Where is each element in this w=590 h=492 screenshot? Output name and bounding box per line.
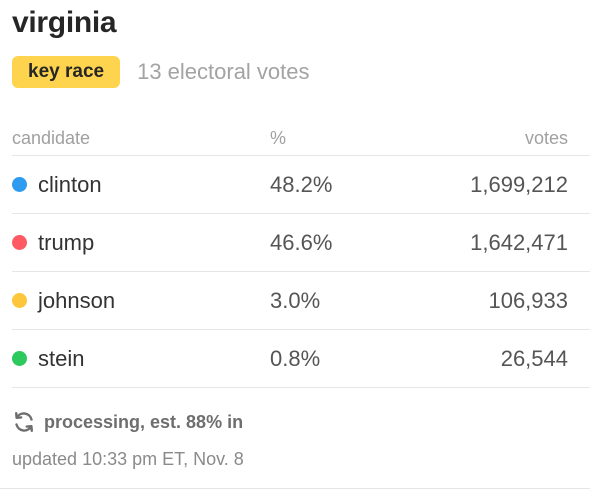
- candidate-votes: 26,544: [500, 346, 568, 371]
- table-row: johnson 3.0% 106,933: [12, 272, 590, 330]
- party-color-dot: [12, 351, 27, 366]
- updated-timestamp: updated 10:33 pm ET, Nov. 8: [12, 449, 244, 469]
- table-header: candidate % votes: [12, 118, 590, 156]
- table-row: trump 46.6% 1,642,471: [12, 214, 590, 272]
- electoral-votes-label: 13 electoral votes: [137, 59, 310, 84]
- candidate-votes: 1,642,471: [470, 230, 568, 255]
- race-meta: key race 13 electoral votes: [12, 56, 310, 88]
- party-color-dot: [12, 235, 27, 250]
- state-title: virginia: [12, 6, 117, 39]
- candidate-percent: 48.2%: [270, 172, 333, 197]
- candidate-votes: 106,933: [488, 288, 568, 313]
- table-row: stein 0.8% 26,544: [12, 330, 590, 388]
- refresh-icon: [14, 412, 33, 432]
- candidate-name: clinton: [38, 172, 102, 197]
- column-header-candidate: candidate: [12, 128, 91, 148]
- reporting-status: processing, est. 88% in: [12, 408, 243, 436]
- party-color-dot: [12, 293, 27, 308]
- candidate-percent: 46.6%: [270, 230, 333, 255]
- column-header-percent: %: [270, 128, 287, 148]
- column-header-votes: votes: [524, 128, 568, 148]
- table-row: clinton 48.2% 1,699,212: [12, 156, 590, 214]
- candidate-percent: 0.8%: [270, 346, 321, 371]
- candidate-name: trump: [38, 230, 95, 255]
- candidate-votes: 1,699,212: [470, 172, 568, 197]
- bottom-divider: [0, 488, 590, 489]
- key-race-badge: key race: [12, 56, 121, 88]
- processing-status-text: processing, est. 88% in: [44, 411, 244, 432]
- candidate-name: stein: [38, 346, 85, 371]
- results-table: candidate % votes clinton 48.2% 1,699,21…: [12, 118, 590, 388]
- party-color-dot: [12, 177, 27, 192]
- candidate-name: johnson: [38, 288, 116, 313]
- candidate-percent: 3.0%: [270, 288, 321, 313]
